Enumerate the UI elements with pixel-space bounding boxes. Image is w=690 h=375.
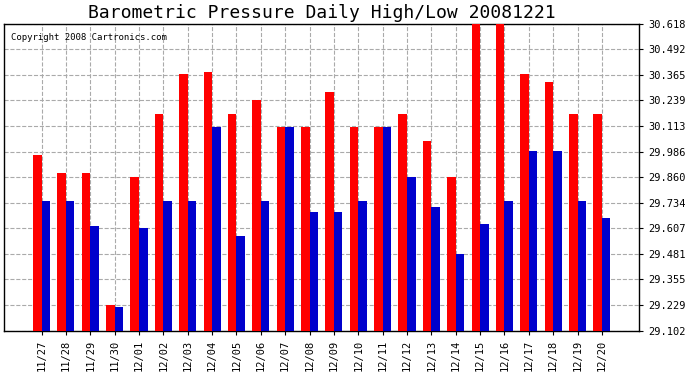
Bar — [179, 74, 188, 330]
Bar — [115, 307, 124, 330]
Bar — [374, 126, 383, 330]
Bar — [578, 201, 586, 330]
Bar — [66, 201, 75, 330]
Bar — [57, 173, 66, 330]
Bar — [496, 23, 504, 330]
Bar — [285, 126, 294, 330]
Bar — [188, 201, 196, 330]
Bar — [553, 151, 562, 330]
Bar — [544, 82, 553, 330]
Bar — [237, 236, 245, 330]
Bar — [228, 114, 237, 330]
Bar — [399, 114, 407, 330]
Bar — [358, 201, 367, 330]
Bar — [423, 141, 431, 330]
Bar — [326, 92, 334, 330]
Bar — [471, 23, 480, 330]
Bar — [529, 151, 538, 330]
Bar — [301, 126, 310, 330]
Bar — [334, 211, 342, 330]
Bar — [81, 173, 90, 330]
Bar — [33, 155, 41, 330]
Bar — [41, 201, 50, 330]
Bar — [277, 126, 285, 330]
Bar — [407, 177, 415, 330]
Bar — [447, 177, 455, 330]
Bar — [155, 114, 164, 330]
Bar — [383, 126, 391, 330]
Bar — [90, 226, 99, 330]
Bar — [310, 211, 318, 330]
Bar — [569, 114, 578, 330]
Bar — [130, 177, 139, 330]
Bar — [139, 228, 148, 330]
Bar — [204, 72, 212, 330]
Bar — [520, 74, 529, 330]
Text: Copyright 2008 Cartronics.com: Copyright 2008 Cartronics.com — [10, 33, 166, 42]
Bar — [106, 304, 115, 330]
Title: Barometric Pressure Daily High/Low 20081221: Barometric Pressure Daily High/Low 20081… — [88, 4, 555, 22]
Bar — [455, 254, 464, 330]
Bar — [350, 126, 358, 330]
Bar — [431, 207, 440, 330]
Bar — [261, 201, 269, 330]
Bar — [593, 114, 602, 330]
Bar — [480, 224, 489, 330]
Bar — [602, 217, 611, 330]
Bar — [504, 201, 513, 330]
Bar — [212, 126, 221, 330]
Bar — [253, 100, 261, 330]
Bar — [164, 201, 172, 330]
